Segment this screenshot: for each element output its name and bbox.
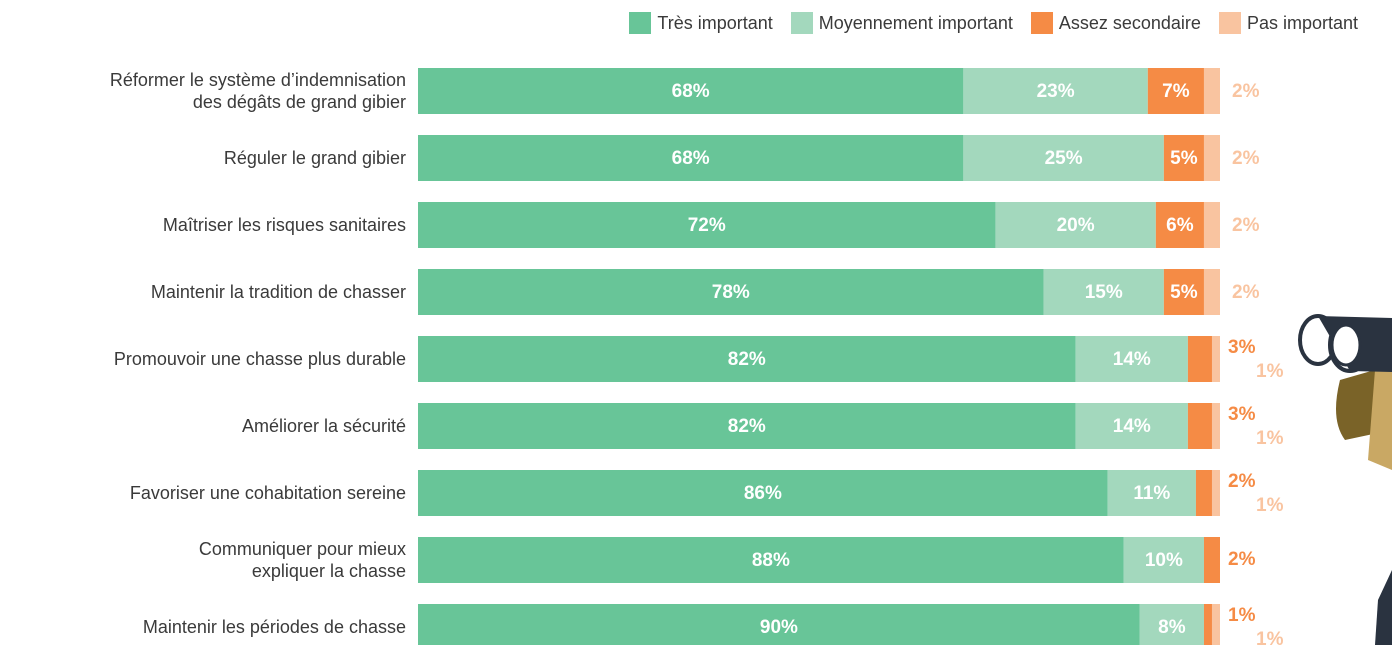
bar-segment — [1203, 135, 1220, 181]
value-label: 2% — [1228, 471, 1256, 492]
bar-segment — [1195, 470, 1212, 516]
value-label: 3% — [1228, 337, 1256, 358]
category-label: Maîtriser les risques sanitaires — [162, 215, 406, 235]
bar-segment — [1107, 470, 1196, 516]
value-label: 90% — [760, 617, 798, 638]
value-label: 2% — [1232, 81, 1260, 102]
bar-segment — [418, 135, 964, 181]
value-label: 2% — [1232, 148, 1260, 169]
legend-item: Assez secondaire — [1030, 12, 1201, 34]
bar-segment — [418, 470, 1108, 516]
value-label: 1% — [1256, 428, 1284, 449]
bar-segment — [1211, 604, 1220, 645]
bar-segment — [1187, 403, 1212, 449]
value-label: 2% — [1232, 215, 1260, 236]
legend-label: Assez secondaire — [1058, 12, 1201, 33]
bar-segment — [418, 269, 1044, 315]
legend-label: Très important — [657, 12, 773, 33]
value-label: 14% — [1113, 416, 1151, 437]
category-label: Réformer le système d’indemnisation des … — [109, 70, 406, 112]
bar-segment — [1139, 604, 1204, 645]
category-label: Communiquer pour mieux expliquer la chas… — [198, 539, 406, 581]
legend: Très important Moyennement important Assez… — [629, 12, 1358, 34]
bar-segment — [963, 68, 1148, 114]
value-label: 1% — [1256, 361, 1284, 382]
category-label: Réguler le grand gibier — [223, 148, 406, 168]
value-label: 88% — [752, 550, 790, 571]
bar-segment — [418, 604, 1140, 645]
value-label: 10% — [1145, 550, 1183, 571]
value-label: 86% — [744, 483, 782, 504]
binoculars-illustration — [1298, 314, 1392, 645]
value-label: 5% — [1170, 148, 1198, 169]
value-label: 20% — [1057, 215, 1095, 236]
value-label: 14% — [1113, 349, 1151, 370]
bar-segment — [963, 135, 1164, 181]
value-label: 11% — [1133, 483, 1170, 504]
bar-segment — [1163, 269, 1204, 315]
value-label: 5% — [1170, 282, 1198, 303]
bar-segment — [1211, 403, 1220, 449]
bar-segment — [418, 537, 1124, 583]
bar-segment — [1203, 68, 1220, 114]
legend-item: Pas important — [1218, 12, 1358, 34]
bar-segment — [1075, 403, 1188, 449]
category-label: Favoriser une cohabitation sereine — [129, 483, 406, 503]
bar-segment — [418, 336, 1076, 382]
legend-item: Très important — [629, 12, 773, 34]
value-label: 15% — [1085, 282, 1123, 303]
legend-item: Moyennement important — [790, 12, 1013, 34]
value-label: 6% — [1166, 215, 1194, 236]
bar-segment — [1155, 202, 1204, 248]
value-label: 68% — [672, 81, 710, 102]
value-label: 2% — [1232, 282, 1260, 303]
value-label: 1% — [1256, 495, 1284, 516]
value-label: 1% — [1228, 605, 1256, 626]
legend-swatch — [629, 12, 652, 34]
bar-segment — [1203, 537, 1220, 583]
bar-segment — [1123, 537, 1204, 583]
bar-segment — [1211, 470, 1220, 516]
value-label: 7% — [1162, 81, 1190, 102]
bar-segment — [995, 202, 1156, 248]
value-label: 8% — [1158, 617, 1186, 638]
legend-label: Pas important — [1246, 12, 1358, 33]
category-label: Améliorer la sécurité — [241, 416, 406, 436]
category-label: Promouvoir une chasse plus durable — [113, 349, 406, 369]
legend-label: Moyennement important — [818, 12, 1013, 33]
value-label: 25% — [1045, 148, 1083, 169]
category-label: Maintenir les périodes de chasse — [142, 617, 406, 637]
value-label: 3% — [1228, 404, 1256, 425]
bar-segment — [1203, 604, 1212, 645]
value-label: 78% — [712, 282, 750, 303]
category-label: Maintenir la tradition de chasser — [150, 282, 406, 302]
value-label: 2% — [1228, 549, 1256, 570]
bar-segment — [418, 403, 1076, 449]
value-label: 82% — [728, 416, 766, 437]
bar-segment — [1147, 68, 1204, 114]
bar-segment — [418, 202, 996, 248]
value-label: 72% — [688, 215, 726, 236]
bar-segment — [1163, 135, 1204, 181]
legend-swatch — [1218, 12, 1241, 34]
value-label: 23% — [1037, 81, 1075, 102]
bar-segment — [1187, 336, 1212, 382]
value-label: 68% — [672, 148, 710, 169]
bar-segment — [1203, 202, 1220, 248]
legend-swatch — [1030, 12, 1053, 34]
value-label: 82% — [728, 349, 766, 370]
bar-segment — [1043, 269, 1164, 315]
legend-swatch — [790, 12, 813, 34]
bar-segment — [1075, 336, 1188, 382]
value-label: 1% — [1256, 629, 1284, 645]
bar-segment — [1203, 269, 1220, 315]
bar-segment — [418, 68, 964, 114]
bar-segment — [1211, 336, 1220, 382]
